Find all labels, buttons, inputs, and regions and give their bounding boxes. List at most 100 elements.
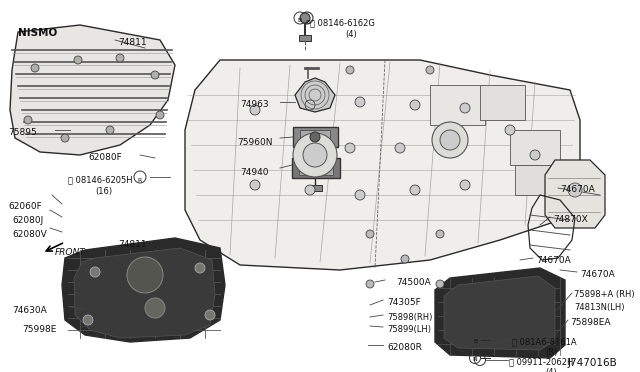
Circle shape (250, 180, 260, 190)
Text: 74940: 74940 (240, 168, 269, 177)
Text: 74870X: 74870X (553, 215, 588, 224)
Circle shape (460, 103, 470, 113)
Circle shape (24, 116, 32, 124)
Polygon shape (185, 60, 580, 270)
Bar (300, 130, 330, 144)
Text: (4): (4) (345, 30, 356, 39)
Bar (430, 85, 485, 125)
Bar (293, 127, 338, 147)
Polygon shape (10, 25, 175, 155)
Text: 74813N(LH): 74813N(LH) (574, 303, 625, 312)
Circle shape (305, 185, 315, 195)
Bar (510, 130, 560, 165)
Text: (16): (16) (95, 187, 112, 196)
Polygon shape (435, 268, 565, 358)
Circle shape (31, 64, 39, 72)
Ellipse shape (85, 76, 105, 88)
Polygon shape (74, 248, 215, 338)
Text: 75899(LH): 75899(LH) (387, 325, 431, 334)
Bar (299, 35, 311, 41)
Circle shape (505, 125, 515, 135)
Circle shape (156, 111, 164, 119)
Text: 75898EA: 75898EA (570, 318, 611, 327)
Circle shape (530, 150, 540, 160)
Text: 75998E: 75998E (22, 325, 56, 334)
Ellipse shape (45, 82, 65, 94)
Bar (515, 165, 560, 195)
Circle shape (300, 13, 310, 23)
Text: 74500A: 74500A (396, 278, 431, 287)
Circle shape (293, 133, 337, 177)
Text: FRONT: FRONT (55, 248, 86, 257)
Circle shape (127, 257, 163, 293)
Circle shape (83, 315, 93, 325)
Text: 75898+A (RH): 75898+A (RH) (574, 290, 635, 299)
Circle shape (440, 130, 460, 150)
Circle shape (106, 126, 114, 134)
Circle shape (410, 100, 420, 110)
Text: NISMO: NISMO (18, 28, 57, 38)
Polygon shape (62, 238, 225, 342)
Circle shape (151, 71, 159, 79)
Circle shape (568, 183, 582, 197)
Circle shape (195, 263, 205, 273)
Text: Ⓑ 081A6-8161A: Ⓑ 081A6-8161A (512, 337, 577, 346)
Circle shape (205, 310, 215, 320)
Circle shape (90, 267, 100, 277)
Text: (4): (4) (545, 368, 557, 372)
Circle shape (355, 190, 365, 200)
Circle shape (410, 185, 420, 195)
Text: 62080R: 62080R (387, 343, 422, 352)
Text: 75895: 75895 (8, 128, 36, 137)
Bar (308, 153, 322, 159)
Circle shape (395, 143, 405, 153)
Text: 74670A: 74670A (536, 256, 571, 265)
Polygon shape (444, 276, 555, 350)
Text: B: B (298, 19, 302, 23)
Circle shape (145, 298, 165, 318)
Bar (292, 158, 340, 178)
Text: 75898(RH): 75898(RH) (387, 313, 433, 322)
Text: 74670A: 74670A (560, 185, 595, 194)
Ellipse shape (120, 72, 140, 84)
Circle shape (61, 134, 69, 142)
Bar (308, 185, 322, 191)
Text: N: N (472, 357, 477, 362)
Text: 74811: 74811 (118, 38, 147, 47)
Text: B: B (305, 19, 309, 25)
Text: 74630A: 74630A (12, 306, 47, 315)
Circle shape (366, 280, 374, 288)
Circle shape (345, 143, 355, 153)
Circle shape (355, 97, 365, 107)
Text: 62080J: 62080J (12, 216, 44, 225)
Circle shape (310, 132, 320, 142)
Text: R: R (138, 177, 142, 183)
Text: Ⓑ 08146-6162G: Ⓑ 08146-6162G (310, 18, 375, 27)
Text: J747016B: J747016B (568, 358, 618, 368)
Text: 62060F: 62060F (8, 202, 42, 211)
Polygon shape (295, 78, 335, 112)
Text: Ⓡ 08146-6205H: Ⓡ 08146-6205H (68, 175, 132, 184)
Text: 74670A: 74670A (580, 270, 615, 279)
Text: 62080F: 62080F (88, 153, 122, 162)
Circle shape (366, 230, 374, 238)
Circle shape (432, 122, 468, 158)
Circle shape (116, 54, 124, 62)
Text: 74811: 74811 (118, 240, 147, 249)
Bar (480, 85, 525, 120)
Bar (299, 161, 333, 175)
Circle shape (74, 56, 82, 64)
Text: 74305F: 74305F (387, 298, 420, 307)
Circle shape (426, 66, 434, 74)
Circle shape (346, 66, 354, 74)
Text: B: B (473, 339, 477, 344)
Circle shape (460, 180, 470, 190)
Polygon shape (545, 160, 605, 228)
Circle shape (436, 230, 444, 238)
Circle shape (401, 255, 409, 263)
Text: 74963: 74963 (240, 100, 269, 109)
Text: (B): (B) (545, 348, 557, 357)
Circle shape (303, 143, 327, 167)
Text: Ⓝ 09911-2062H: Ⓝ 09911-2062H (509, 357, 573, 366)
Circle shape (305, 100, 315, 110)
